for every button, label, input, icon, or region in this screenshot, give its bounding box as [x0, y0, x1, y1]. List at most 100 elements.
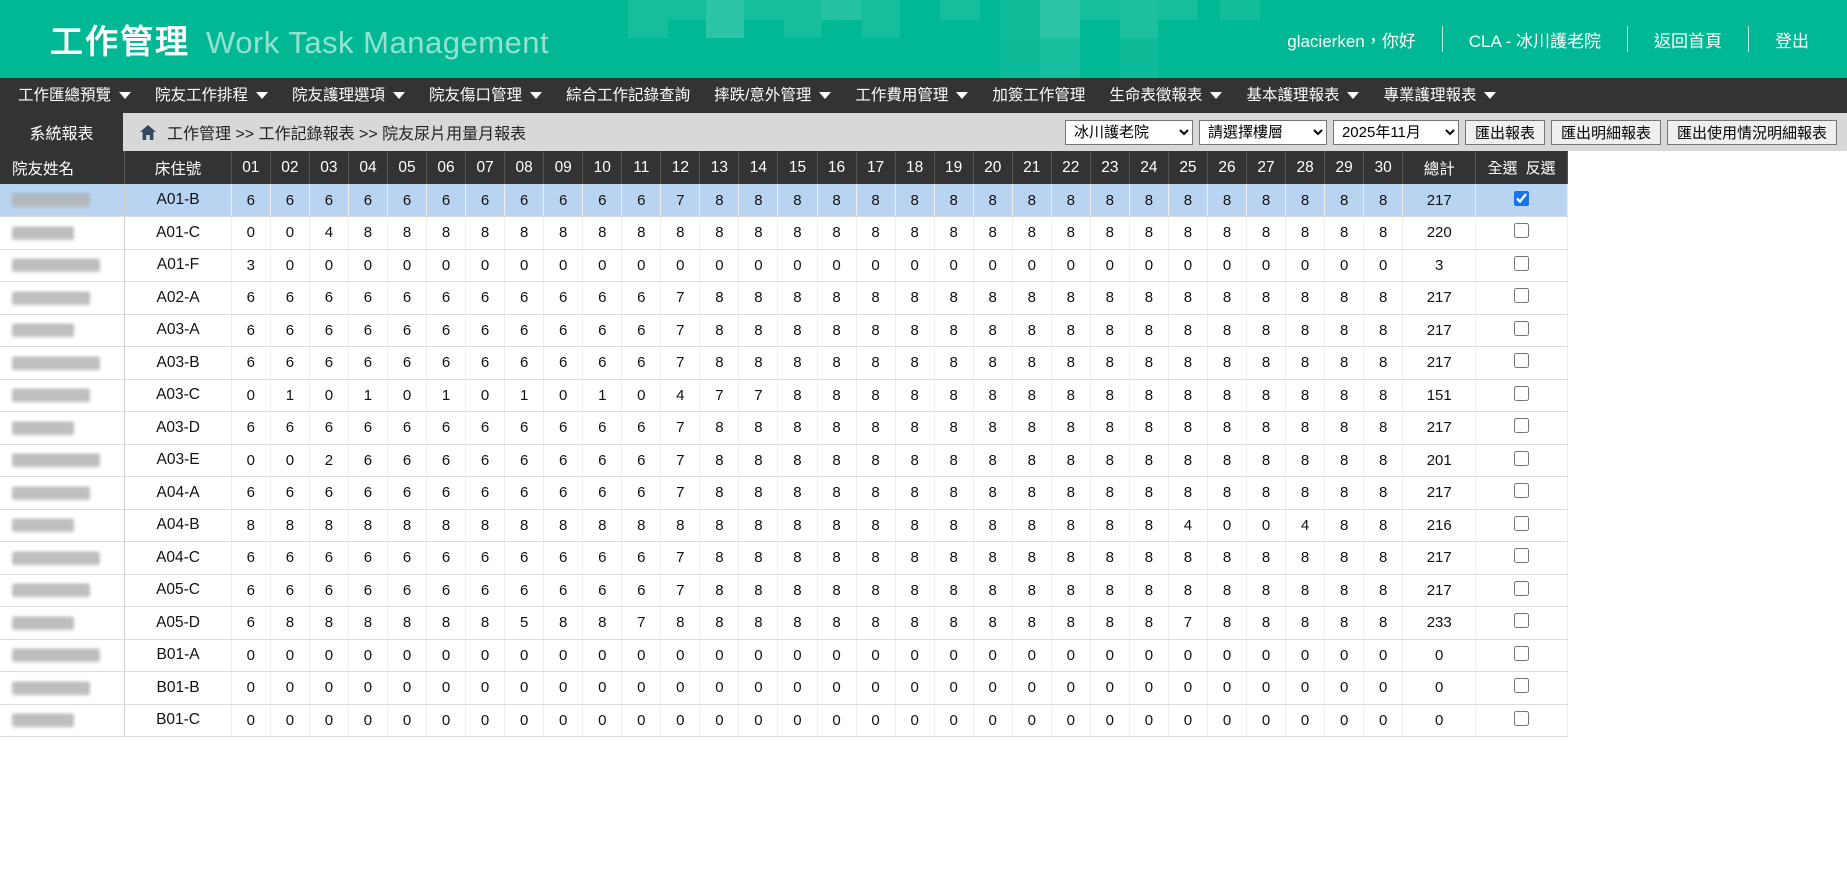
table-row[interactable]: A03-E 0 0 2 6 6 6 6 6 6 6 6 7 8 8 8 8 8 8 8 8 8 8 8 8 8 8 8 8 8 8 201: [0, 444, 1568, 477]
cell-day-29: 8: [1324, 509, 1365, 542]
column-header-day-28: 28: [1285, 151, 1326, 184]
table-row[interactable]: A04-C 6 6 6 6 6 6 6 6 6 6 6 7 8 8 8 8 8 8 8 8 8 8 8 8 8 8 8 8 8 8 217: [0, 541, 1568, 575]
nav-item-2[interactable]: 院友護理選項: [280, 78, 417, 113]
cell-day-18: 8: [895, 184, 935, 217]
nav-item-label: 工作匯總預覽: [18, 87, 112, 104]
section-tab-system-reports[interactable]: 系統報表: [0, 113, 123, 151]
export-report-button[interactable]: 匯出報表: [1464, 119, 1545, 145]
row-select-checkbox[interactable]: [1514, 320, 1530, 336]
table-row[interactable]: B01-C 0 0 0 0 0 0 0 0 0 0 0 0 0 0 0 0 0 0 0 0 0 0 0 0 0 0 0 0 0 0 0: [0, 704, 1568, 737]
table-row[interactable]: A05-C 6 6 6 6 6 6 6 6 6 6 6 7 8 8 8 8 8 8 8 8 8 8 8 8 8 8 8 8 8 8 217: [0, 574, 1568, 607]
cell-day-19: 8: [934, 346, 974, 380]
cell-day-11: 6: [621, 541, 662, 575]
nav-item-8[interactable]: 生命表徵報表: [1097, 78, 1234, 113]
nav-item-7[interactable]: 加簽工作管理: [980, 78, 1097, 113]
column-header-day-03: 03: [309, 151, 349, 184]
row-select-checkbox[interactable]: [1514, 353, 1530, 369]
nav-item-6[interactable]: 工作費用管理: [843, 78, 980, 113]
table-row[interactable]: A01-B 6 6 6 6 6 6 6 6 6 6 6 7 8 8 8 8 8 8 8 8 8 8 8 8 8 8 8 8 8 8 217: [0, 184, 1568, 217]
row-select-checkbox[interactable]: [1514, 223, 1530, 239]
table-row[interactable]: A02-A 6 6 6 6 6 6 6 6 6 6 6 7 8 8 8 8 8 8 8 8 8 8 8 8 8 8 8 8 8 8 217: [0, 281, 1568, 315]
month-select[interactable]: 2025年11月: [1332, 119, 1459, 145]
cell-day-05: 6: [387, 574, 428, 607]
table-row[interactable]: B01-A 0 0 0 0 0 0 0 0 0 0 0 0 0 0 0 0 0 0 0 0 0 0 0 0 0 0 0 0 0 0 0: [0, 639, 1568, 672]
nav-item-9[interactable]: 基本護理報表: [1234, 78, 1371, 113]
cell-day-09: 6: [543, 281, 584, 315]
cell-day-28: 8: [1285, 216, 1326, 250]
table-row[interactable]: A05-D 6 8 8 8 8 8 8 5 8 8 7 8 8 8 8 8 8 8 8 8 8 8 8 8 7 8 8 8 8 8 233: [0, 606, 1568, 640]
cell-day-29: 0: [1324, 639, 1365, 672]
row-select-checkbox[interactable]: [1514, 288, 1530, 304]
export-detail-report-button[interactable]: 匯出明細報表: [1550, 119, 1661, 145]
invert-selection-link[interactable]: 反選: [1525, 160, 1556, 177]
table-row[interactable]: A01-F 3 0 0 0 0 0 0 0 0 0 0 0 0 0 0 0 0 0 0 0 0 0 0 0 0 0 0 0 0 0 3: [0, 249, 1568, 282]
cell-day-26: 0: [1207, 509, 1248, 542]
cell-day-07: 6: [465, 184, 506, 217]
home-icon[interactable]: [139, 124, 157, 141]
row-select-checkbox[interactable]: [1514, 710, 1530, 726]
cell-day-01: 6: [231, 411, 271, 445]
row-select-checkbox[interactable]: [1514, 515, 1530, 531]
redacted-name: [12, 681, 90, 695]
nav-item-4[interactable]: 綜合工作記錄查詢: [554, 78, 702, 113]
row-select-checkbox[interactable]: [1514, 483, 1530, 499]
table-row[interactable]: A03-C 0 1 0 1 0 1 0 1 0 1 0 4 7 7 8 8 8 8 8 8 8 8 8 8 8 8 8 8 8 8 151: [0, 379, 1568, 412]
cell-day-27: 0: [1246, 704, 1287, 737]
cell-day-03: 6: [309, 411, 349, 445]
cell-day-12: 7: [660, 541, 701, 575]
cell-day-24: 8: [1129, 379, 1169, 412]
cell-day-28: 8: [1285, 606, 1326, 640]
cell-day-25: 8: [1168, 444, 1208, 477]
row-select-checkbox[interactable]: [1514, 580, 1530, 596]
cell-row-checkbox: [1475, 281, 1568, 315]
cell-resident-name: [0, 216, 126, 250]
select-all-link[interactable]: 全選: [1487, 160, 1518, 177]
row-select-checkbox[interactable]: [1514, 255, 1530, 271]
nav-item-3[interactable]: 院友傷口管理: [417, 78, 554, 113]
row-select-checkbox[interactable]: [1514, 450, 1530, 466]
table-row[interactable]: A01-C 0 0 4 8 8 8 8 8 8 8 8 8 8 8 8 8 8 8 8 8 8 8 8 8 8 8 8 8 8 8 220: [0, 216, 1568, 250]
cell-day-21: 8: [1012, 476, 1052, 510]
logout-link[interactable]: 登出: [1775, 31, 1809, 51]
diaper-usage-monthly-table: 院友姓名 床住號 01 02 03 04 05 06 07 08 09 10 11 12 13 14 15 16 1…: [0, 151, 1568, 737]
row-select-checkbox[interactable]: [1514, 613, 1530, 629]
row-select-checkbox[interactable]: [1514, 645, 1530, 661]
column-header-day-29: 29: [1324, 151, 1365, 184]
nav-item-10[interactable]: 專業護理報表: [1371, 78, 1508, 113]
row-select-checkbox[interactable]: [1514, 418, 1530, 434]
nav-item-1[interactable]: 院友工作排程: [143, 78, 280, 113]
table-row[interactable]: B01-B 0 0 0 0 0 0 0 0 0 0 0 0 0 0 0 0 0 0 0 0 0 0 0 0 0 0 0 0 0 0 0: [0, 671, 1568, 705]
row-select-checkbox[interactable]: [1514, 678, 1530, 694]
nav-item-0[interactable]: 工作匯總預覽: [6, 78, 143, 113]
facility-select[interactable]: 冰川護老院: [1064, 119, 1193, 145]
cell-day-22: 8: [1051, 184, 1091, 217]
table-row[interactable]: A04-B 8 8 8 8 8 8 8 8 8 8 8 8 8 8 8 8 8 8 8 8 8 8 8 8 4 0 0 4 8 8 216: [0, 509, 1568, 542]
row-select-checkbox[interactable]: [1514, 190, 1530, 206]
row-select-checkbox[interactable]: [1514, 548, 1530, 564]
cell-day-07: 8: [465, 216, 506, 250]
cell-day-13: 8: [699, 411, 740, 445]
nav-item-5[interactable]: 摔跌/意外管理: [702, 78, 843, 113]
table-row[interactable]: A03-B 6 6 6 6 6 6 6 6 6 6 6 7 8 8 8 8 8 8 8 8 8 8 8 8 8 8 8 8 8 8 217: [0, 346, 1568, 380]
cell-day-26: 0: [1207, 671, 1248, 705]
cell-day-14: 8: [738, 606, 779, 640]
cell-day-20: 0: [973, 249, 1013, 282]
table-row[interactable]: A03-D 6 6 6 6 6 6 6 6 6 6 6 7 8 8 8 8 8 8 8 8 8 8 8 8 8 8 8 8 8 8 217: [0, 411, 1568, 445]
cell-day-05: 6: [387, 346, 428, 380]
cell-day-02: 0: [270, 249, 310, 282]
table-row[interactable]: A04-A 6 6 6 6 6 6 6 6 6 6 6 7 8 8 8 8 8 8 8 8 8 8 8 8 8 8 8 8 8 8 217: [0, 476, 1568, 510]
home-link[interactable]: 返回首頁: [1654, 31, 1722, 51]
cell-day-03: 0: [309, 704, 349, 737]
floor-select[interactable]: 請選擇樓層: [1198, 119, 1327, 145]
cell-day-14: 8: [738, 184, 779, 217]
table-row[interactable]: A03-A 6 6 6 6 6 6 6 6 6 6 6 7 8 8 8 8 8 8 8 8 8 8 8 8 8 8 8 8 8 8 217: [0, 314, 1568, 347]
cell-day-08: 6: [504, 411, 545, 445]
breadcrumb-toolbar: 系統報表 工作管理 >> 工作記錄報表 >> 院友尿片用量月報表 冰川護老院 請…: [0, 113, 1847, 151]
cell-day-12: 0: [660, 249, 701, 282]
cell-day-27: 8: [1246, 346, 1287, 380]
redacted-name: [12, 226, 74, 240]
cell-day-04: 0: [348, 639, 388, 672]
export-usage-detail-report-button[interactable]: 匯出使用情況明細報表: [1666, 119, 1837, 145]
cell-bed-number: A04-A: [124, 476, 232, 510]
row-select-checkbox[interactable]: [1514, 385, 1530, 401]
